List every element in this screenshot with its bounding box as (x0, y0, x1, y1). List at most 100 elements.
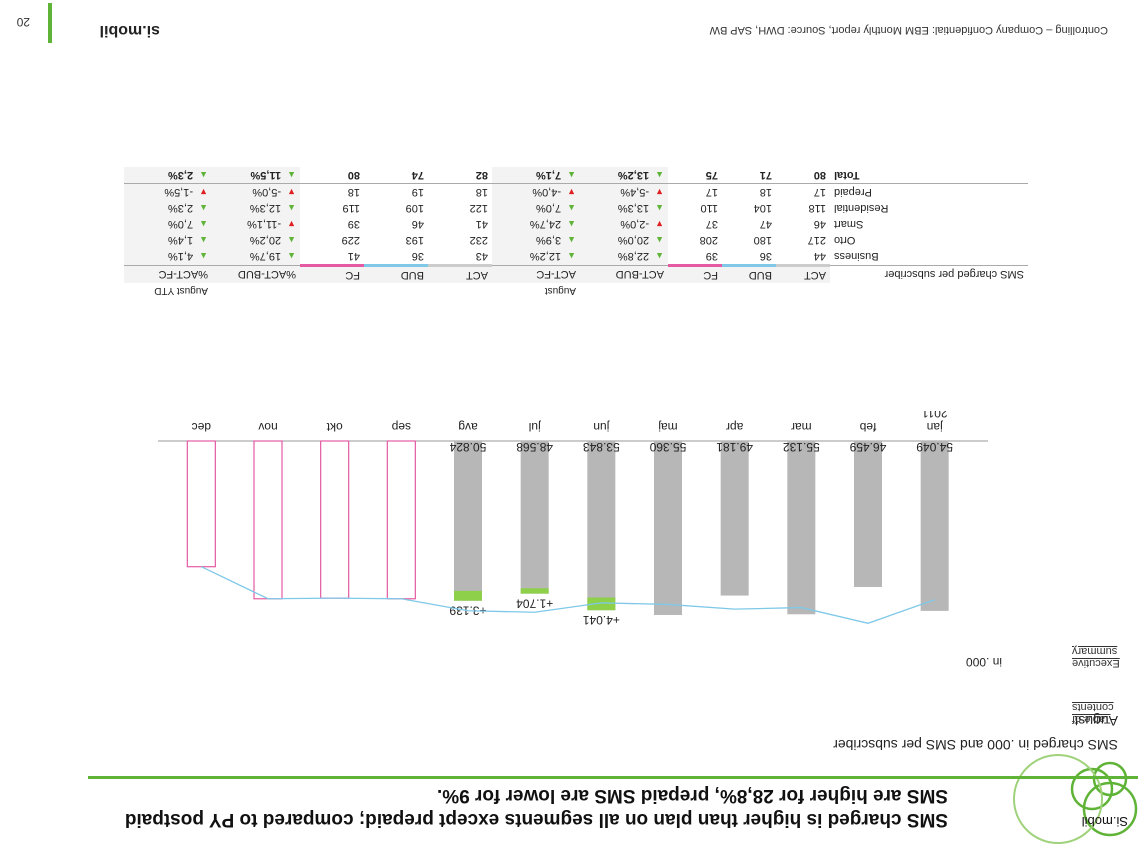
blank (580, 283, 668, 299)
cell-value: 24,7% (529, 218, 562, 230)
cell-value: 193 (405, 234, 424, 246)
up-arrow-icon: ▲ (567, 170, 576, 180)
tick-label-mar: mar (791, 420, 812, 434)
cell-value: 43 (475, 250, 488, 262)
cell-0: 46 (776, 216, 830, 232)
cell-1: 36 (722, 248, 776, 266)
cell-2: 17 (668, 184, 722, 201)
ytd-cell-0: 18 (428, 184, 492, 201)
kpi-table: August August YTD SMS charged per subscrib… (124, 167, 1028, 299)
cell-value: 20,2% (249, 234, 282, 246)
cell-value: 229 (341, 234, 360, 246)
up-arrow-icon: ▲ (655, 251, 664, 262)
tick-label-feb: feb (859, 420, 876, 434)
cell-4: ▲ 7,1% (492, 167, 580, 184)
ytd-cell-2: 229 (300, 232, 364, 248)
cell-0: 217 (776, 232, 830, 248)
cell-1: 180 (722, 232, 776, 248)
blank (668, 283, 722, 299)
up-arrow-icon: ▲ (287, 170, 296, 180)
ytd-cell-4: ▼ -1,5% (124, 183, 212, 200)
cell-value: 17 (705, 186, 718, 198)
data-label-mar: 55.132 (783, 440, 820, 454)
tick-label-jan: jan (927, 420, 944, 434)
blank (830, 283, 1028, 299)
ytd-cell-4: ▲ 4,1% (124, 248, 212, 266)
bar-forecast-sep (386, 440, 416, 600)
cell-value: 2,3% (168, 202, 194, 214)
table-row: Orto 217 180 208 ▲20,0% ▲3,9% 232 193 229 ▲20,2% ▲… (124, 232, 1028, 248)
ytd-cell-4: ▲ 2,3% (124, 200, 212, 216)
cell-value: 217 (807, 234, 826, 246)
up-arrow-icon: ▲ (287, 235, 296, 245)
cell-2: 208 (668, 232, 722, 248)
toc-link[interactable]: Table of contents (1072, 701, 1114, 725)
cell-value: 104 (753, 202, 772, 214)
cell-value: 18 (759, 186, 772, 198)
ytd-cell-1: 74 (364, 167, 428, 184)
down-arrow-icon: ▼ (287, 187, 296, 197)
cell-value: 12,3% (249, 202, 282, 214)
exec-summary-link[interactable]: Executive summary (1072, 645, 1120, 669)
cell-value: 7,0% (168, 218, 194, 230)
up-arrow-icon: ▲ (567, 203, 576, 213)
bar-variance-jun (587, 597, 616, 611)
up-arrow-icon: ▲ (567, 251, 576, 262)
bar-actual-apr (720, 441, 749, 596)
cell-value: -11,1% (247, 218, 282, 230)
cell-value: 13,3% (617, 202, 650, 214)
footer-divider (48, 3, 52, 43)
tick-label-sep: sep (391, 420, 411, 434)
cell-value: 75 (705, 169, 718, 181)
col-header-4: ACT-FC (492, 265, 580, 283)
cell-4: ▼ -4,0% (492, 183, 580, 200)
up-arrow-icon: ▲ (287, 251, 296, 262)
ytd-cell-4: ▲ 2,3% (124, 167, 212, 184)
cell-2: 75 (668, 167, 722, 184)
ytd-cell-0: 43 (428, 248, 492, 266)
ytd-cell-2: 39 (300, 216, 364, 232)
cell-0: 17 (776, 184, 830, 201)
cell-2: 37 (668, 216, 722, 232)
up-arrow-icon: ▲ (287, 203, 296, 213)
table-row: Prepaid 17 18 17 ▼ -5,4% ▼ -4,0% 18 19 18 ▼ -5,0% ▼ -1… (124, 183, 1028, 201)
ytd-col-header-3: %ACT-BUD (212, 265, 300, 283)
group-ytd-label: August YTD (154, 285, 208, 297)
cell-3: ▲ 13,2% (580, 167, 668, 184)
bar-actual-avg (454, 441, 482, 601)
blank (300, 283, 364, 299)
ytd-cell-0: 122 (428, 200, 492, 216)
data-label-jan: 54.049 (916, 440, 953, 454)
cell-value: 41 (475, 218, 488, 230)
data-label-jun: 53.843 (583, 440, 620, 454)
cell-4: ▲ 7,0% (492, 200, 580, 216)
bar-actual-jun (587, 441, 616, 611)
bar-forecast-okt (320, 440, 350, 599)
ytd-cell-0: 232 (428, 232, 492, 248)
bar-forecast-nov (253, 440, 283, 600)
blank (364, 283, 428, 299)
cell-1: 47 (722, 216, 776, 232)
cell-value: 13,2% (617, 169, 650, 181)
cell-value: 2,3% (168, 169, 194, 181)
cell-2: 110 (668, 200, 722, 216)
bar-variance-avg (454, 590, 482, 601)
cell-4: ▲ 3,9% (492, 232, 580, 248)
tick-label-avg: avg (458, 420, 477, 434)
ytd-cell-3: ▲ 20,2% (212, 232, 300, 248)
cell-value: 232 (469, 234, 488, 246)
cell-value: -2,0% (620, 218, 650, 230)
up-arrow-icon: ▲ (199, 235, 208, 245)
down-arrow-icon: ▼ (655, 187, 664, 197)
up-arrow-icon: ▲ (199, 170, 208, 180)
cell-value: 36 (759, 250, 772, 262)
bar-forecast-dec (186, 440, 216, 568)
down-arrow-icon: ▼ (655, 219, 664, 229)
ytd-cell-1: 109 (364, 200, 428, 216)
cell-value: -4,0% (532, 186, 562, 198)
cell-value: 36 (411, 250, 424, 262)
blank (428, 283, 492, 299)
row-label: Prepaid (834, 186, 872, 198)
cell-value: 7,1% (536, 169, 562, 181)
cell-value: 11,5% (250, 169, 282, 181)
